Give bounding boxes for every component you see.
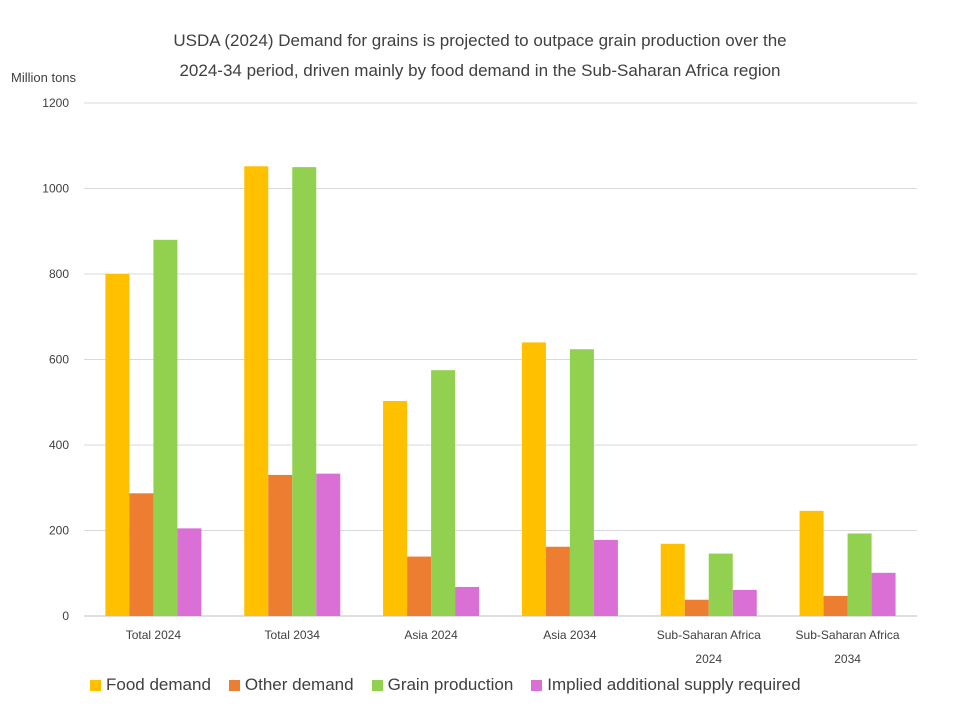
x-tick-label: Asia 2024 bbox=[404, 628, 458, 642]
bar-other-demand bbox=[268, 474, 293, 616]
y-tick-label: 1200 bbox=[42, 96, 69, 110]
legend-swatch bbox=[90, 679, 101, 691]
bar-other-demand bbox=[823, 595, 848, 616]
bar-implied-additional-supply-required bbox=[732, 589, 757, 616]
bar-grain-production bbox=[431, 370, 456, 616]
y-tick-label: 800 bbox=[49, 267, 69, 281]
bar-other-demand bbox=[545, 546, 570, 616]
chart-title-line-2: 2024-34 period, driven mainly by food de… bbox=[179, 61, 781, 80]
legend-swatch bbox=[228, 679, 240, 691]
bar-grain-production bbox=[708, 553, 733, 616]
bar-food-demand bbox=[383, 400, 408, 616]
legend-item: Other demand bbox=[228, 675, 354, 695]
bar-other-demand bbox=[684, 599, 709, 616]
y-tick-label: 1000 bbox=[42, 182, 69, 196]
x-tick-label: Sub-Saharan Africa bbox=[657, 628, 761, 642]
bar-food-demand bbox=[521, 342, 546, 616]
x-tick-label: Asia 2034 bbox=[543, 628, 597, 642]
legend-item: Grain production bbox=[371, 675, 514, 695]
y-tick-label: 0 bbox=[62, 609, 69, 623]
bar-food-demand bbox=[799, 510, 824, 616]
chart-title: USDA (2024) Demand for grains is project… bbox=[0, 26, 960, 86]
bar-other-demand bbox=[407, 556, 432, 616]
legend-swatch bbox=[531, 679, 543, 691]
legend-label: Implied additional supply required bbox=[547, 675, 801, 694]
bar-implied-additional-supply-required bbox=[177, 528, 202, 616]
legend-label: Food demand bbox=[106, 675, 211, 694]
legend-swatch bbox=[371, 679, 383, 691]
legend: Food demand Other demand Grain production I… bbox=[90, 675, 801, 695]
bar-implied-additional-supply-required bbox=[316, 473, 341, 616]
y-tick-label: 600 bbox=[49, 353, 69, 367]
y-tick-label: 400 bbox=[49, 438, 69, 452]
bar-food-demand bbox=[244, 166, 269, 616]
bar-other-demand bbox=[129, 493, 154, 616]
bar-grain-production bbox=[292, 167, 317, 616]
y-tick-label: 200 bbox=[49, 524, 69, 538]
chart-title-line-1: USDA (2024) Demand for grains is project… bbox=[173, 31, 787, 50]
bar-grain-production bbox=[569, 349, 594, 616]
x-tick-label: Total 2034 bbox=[265, 628, 321, 642]
legend-item: Food demand bbox=[90, 675, 211, 695]
bar-implied-additional-supply-required bbox=[593, 539, 618, 616]
x-tick-label: Total 2024 bbox=[126, 628, 182, 642]
legend-label: Grain production bbox=[387, 675, 514, 694]
bar-grain-production bbox=[153, 239, 178, 617]
legend-label: Other demand bbox=[244, 675, 354, 694]
bar-implied-additional-supply-required bbox=[455, 586, 480, 616]
bar-food-demand bbox=[660, 543, 685, 616]
x-tick-label: 2034 bbox=[834, 652, 861, 666]
bar-food-demand bbox=[105, 274, 130, 616]
y-axis-label: Million tons bbox=[11, 70, 77, 85]
x-tick-label: Sub-Saharan Africa bbox=[796, 628, 900, 642]
bar-implied-additional-supply-required bbox=[871, 572, 896, 616]
x-tick-label: 2024 bbox=[695, 652, 722, 666]
legend-item: Implied additional supply required bbox=[531, 675, 801, 695]
bar-grain-production bbox=[847, 533, 872, 616]
